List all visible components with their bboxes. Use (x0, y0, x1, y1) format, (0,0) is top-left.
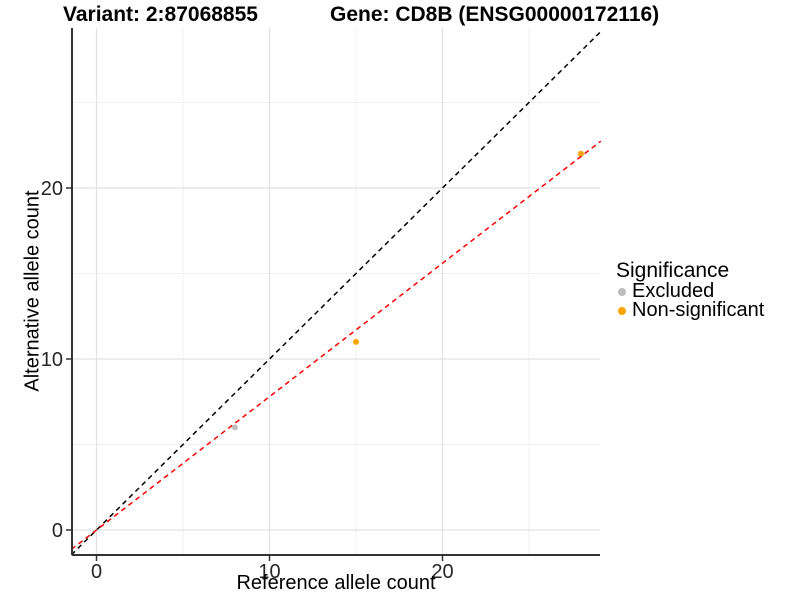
legend-item: Excluded (616, 280, 764, 302)
legend-dot-icon (618, 287, 626, 296)
y-tick-label: 20 (41, 178, 63, 200)
gene-title: Gene: CD8B (ENSG00000172116) (330, 3, 660, 26)
legend-dot-icon (618, 306, 626, 315)
x-axis-label: Reference allele count (236, 572, 436, 594)
legend-items: Excluded Non-significant (616, 280, 765, 321)
y-tick-label: 10 (41, 349, 63, 371)
y-tick-label: 0 (52, 520, 63, 542)
legend: Significance Excluded Non-significant (616, 259, 765, 322)
legend-item: Non-significant (616, 299, 765, 321)
legend-item-label: Non-significant (632, 299, 765, 321)
x-tick-label: 20 (431, 561, 453, 583)
legend-title: Significance (616, 259, 730, 282)
x-tick-label: 0 (91, 561, 102, 583)
variant-title: Variant: 2:87068855 (63, 3, 258, 26)
fit-line (70, 140, 602, 550)
legend-item-label: Excluded (632, 280, 715, 302)
identity-line (70, 31, 602, 556)
data-point-non-significant (577, 150, 584, 157)
data-point-non-significant (353, 338, 359, 345)
data-point-excluded (231, 424, 238, 431)
x-tick-label: 10 (258, 561, 280, 583)
y-axis-label: Alternative allele count (21, 190, 44, 392)
